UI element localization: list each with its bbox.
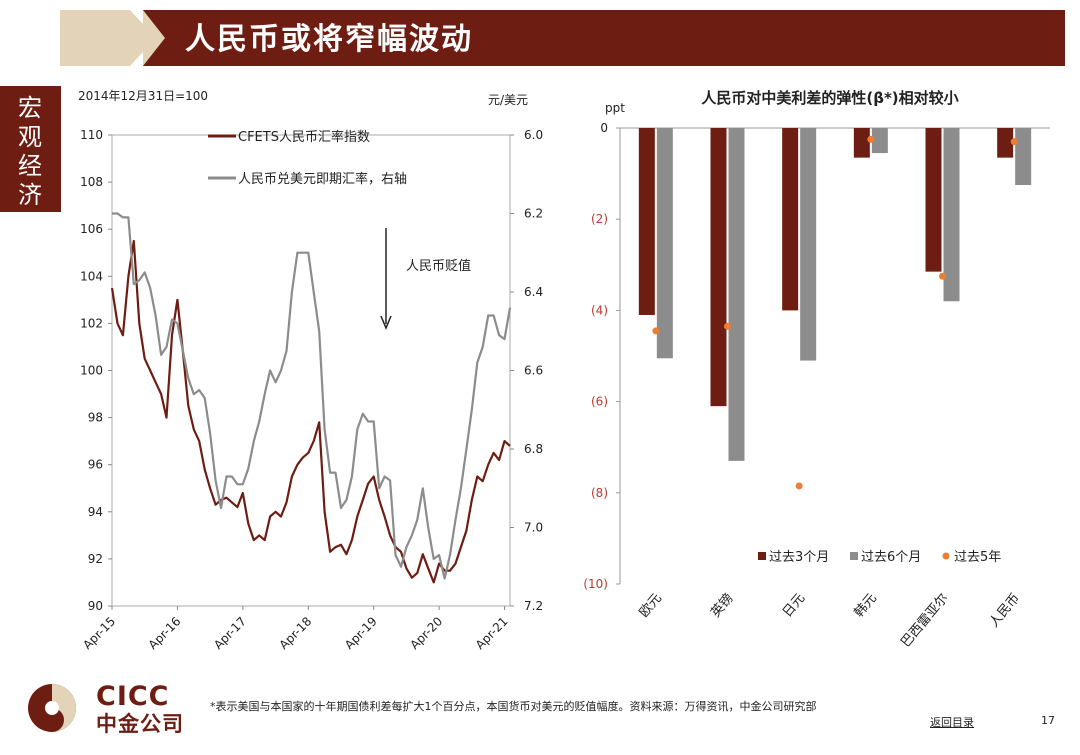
left-axis-tick-label: 110 xyxy=(80,128,103,142)
legend-label-cfets: CFETS人民币汇率指数 xyxy=(238,129,370,145)
bar-y-tick-label: (8) xyxy=(591,486,608,500)
legend-swatch-5y xyxy=(942,552,950,560)
x-axis-tick-label: Apr-20 xyxy=(407,614,445,652)
point-5y xyxy=(795,482,803,490)
bar-6m xyxy=(800,128,817,361)
back-to-contents-link[interactable]: 返回目录 xyxy=(930,716,974,729)
left-axis-tick-label: 98 xyxy=(88,411,103,425)
left-axis-tick-label: 90 xyxy=(88,599,103,613)
depreciation-annotation: 人民币贬值 xyxy=(406,258,471,274)
right-axis-tick-label: 6.0 xyxy=(524,128,543,142)
left-axis-tick-label: 104 xyxy=(80,269,103,283)
bar-chart: 人民币对中美利差的弹性(β*)相对较小 ppt 0 (2) (4) (6) (8) (10… xyxy=(583,89,1050,650)
legend-label-6m: 过去6个月 xyxy=(861,550,921,565)
bar-y-tick-label: (4) xyxy=(591,303,608,317)
page-title: 人民币或将窄幅波动 xyxy=(185,22,473,57)
bar-y-tick-label: (2) xyxy=(591,212,608,226)
legend-swatch-3m xyxy=(758,552,766,560)
footnote: *表示美国与本国家的十年期国债利差每扩大1个百分点，本国货币对美元的贬值幅度。资… xyxy=(210,700,817,713)
x-axis-tick-label: Apr-19 xyxy=(342,614,380,652)
right-axis-tick-label: 6.2 xyxy=(524,207,543,221)
title-bar xyxy=(143,10,1065,66)
legend-label-3m: 过去3个月 xyxy=(769,550,829,565)
base-date-note: 2014年12月31日=100 xyxy=(78,89,208,103)
left-axis-tick-label: 102 xyxy=(80,316,103,330)
bar-3m xyxy=(853,128,870,158)
page-number: 17 xyxy=(1041,714,1055,727)
section-tab-label: 宏观经济 xyxy=(18,94,42,209)
left-axis-tick-label: 106 xyxy=(80,222,103,236)
bar-6m xyxy=(728,128,745,461)
left-axis-tick-label: 100 xyxy=(80,364,103,378)
series-line-usdcny xyxy=(112,212,512,580)
right-axis-tick-label: 6.8 xyxy=(524,442,543,456)
arrow-head-icon xyxy=(380,315,392,330)
logo-text-en: CICC xyxy=(96,681,170,712)
left-axis-tick-label: 108 xyxy=(80,175,103,189)
point-5y xyxy=(724,322,731,330)
right-axis-tick-label: 6.6 xyxy=(524,364,543,378)
x-axis-tick-label: Apr-17 xyxy=(211,614,249,652)
x-axis-tick-label: Apr-16 xyxy=(146,614,184,652)
legend-label-usdcny: 人民币兑美元即期汇率，右轴 xyxy=(238,171,407,187)
point-5y xyxy=(1010,138,1018,146)
legend-swatch-6m xyxy=(850,552,858,560)
bar-3m xyxy=(997,128,1014,158)
bar-3m xyxy=(710,128,727,407)
right-axis-unit: 元/美元 xyxy=(488,93,528,107)
bar-category-label: 韩元 xyxy=(852,591,880,621)
bar-category-label: 巴西雷亚尔 xyxy=(898,591,951,650)
bar-y-tick-label: (6) xyxy=(591,395,608,409)
x-axis-tick-label: Apr-21 xyxy=(473,614,511,652)
bar-category-label: 欧元 xyxy=(637,591,665,621)
section-tab[interactable] xyxy=(0,86,61,212)
bar-y-tick-label: 0 xyxy=(600,121,608,135)
x-axis-tick-label: Apr-18 xyxy=(276,614,314,652)
left-axis-tick-label: 96 xyxy=(88,458,103,472)
legend-label-5y: 过去5年 xyxy=(954,550,1001,565)
right-axis-tick-label: 6.4 xyxy=(524,285,543,299)
right-axis-tick-label: 7.2 xyxy=(524,599,543,613)
title-chevron-icon xyxy=(60,10,156,66)
x-axis-tick-label: Apr-15 xyxy=(80,614,118,652)
point-5y xyxy=(939,272,946,280)
point-5y xyxy=(652,327,660,335)
bar-y-tick-label: (10) xyxy=(583,577,608,591)
bar-chart-unit: ppt xyxy=(605,101,625,115)
bar-3m xyxy=(638,128,655,315)
plot-area xyxy=(111,134,511,607)
bar-6m xyxy=(871,128,888,154)
title-notch-icon xyxy=(143,10,165,66)
cicc-logo-icon xyxy=(28,684,76,732)
bar-chart-title: 人民币对中美利差的弹性(β*)相对较小 xyxy=(701,89,958,107)
logo-text-cn: 中金公司 xyxy=(96,712,184,736)
bar-6m xyxy=(1015,128,1032,185)
right-axis-tick-label: 7.0 xyxy=(524,521,543,535)
bar-3m xyxy=(782,128,799,311)
left-axis-tick-label: 92 xyxy=(88,552,103,566)
bar-6m xyxy=(943,128,960,302)
line-chart: 90 92 94 96 98 100 102 104 106 108 110 6.0 6.2 6.4 6.… xyxy=(78,89,543,652)
point-5y xyxy=(867,135,875,143)
bar-3m xyxy=(925,128,942,272)
bar-category-label: 日元 xyxy=(780,591,808,621)
left-axis-tick-label: 94 xyxy=(88,505,103,519)
series-line-cfets xyxy=(110,239,511,584)
bar-category-label: 英镑 xyxy=(708,590,737,620)
bar-6m xyxy=(656,128,673,359)
bar-category-label: 人民币 xyxy=(987,591,1024,631)
